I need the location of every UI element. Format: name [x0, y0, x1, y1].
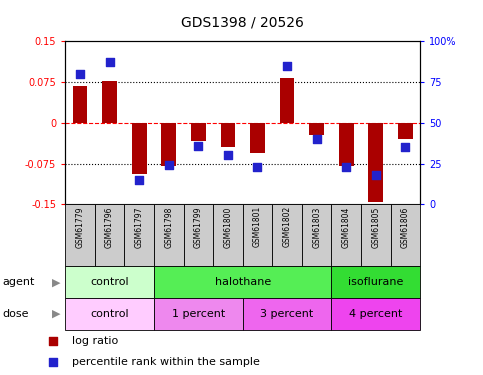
Point: [401, 144, 409, 150]
Text: dose: dose: [2, 309, 29, 319]
Bar: [331, 204, 361, 266]
Bar: [72, 86, 87, 123]
Text: GSM61798: GSM61798: [164, 206, 173, 248]
Bar: [339, 123, 354, 166]
Bar: [272, 204, 302, 266]
Bar: [161, 123, 176, 166]
Point: [297, 54, 305, 60]
Text: GSM61802: GSM61802: [283, 206, 292, 248]
Text: GDS1398 / 20526: GDS1398 / 20526: [181, 16, 304, 30]
Bar: [154, 298, 243, 330]
Text: GSM61806: GSM61806: [401, 206, 410, 248]
Point: [372, 172, 380, 178]
Point: [297, 251, 305, 257]
Text: ▶: ▶: [52, 277, 61, 287]
Bar: [213, 204, 242, 266]
Bar: [242, 298, 331, 330]
Text: GSM61805: GSM61805: [371, 206, 380, 248]
Bar: [331, 298, 420, 330]
Bar: [132, 123, 146, 174]
Point: [135, 177, 143, 183]
Bar: [361, 204, 391, 266]
Bar: [154, 266, 331, 298]
Text: GSM61779: GSM61779: [75, 206, 85, 248]
Point: [313, 136, 321, 142]
Bar: [398, 123, 413, 139]
Bar: [95, 204, 125, 266]
Bar: [191, 123, 206, 141]
Point: [224, 152, 232, 158]
Text: 1 percent: 1 percent: [172, 309, 225, 319]
Bar: [65, 298, 154, 330]
Point: [165, 162, 172, 168]
Text: halothane: halothane: [214, 277, 271, 287]
Text: ▶: ▶: [52, 309, 61, 319]
Bar: [369, 123, 383, 202]
Point: [76, 71, 84, 77]
Text: GSM61803: GSM61803: [312, 206, 321, 248]
Bar: [309, 123, 324, 135]
Text: GSM61801: GSM61801: [253, 206, 262, 248]
Point: [283, 63, 291, 69]
Point: [106, 60, 114, 66]
Point: [254, 164, 261, 170]
Text: GSM61804: GSM61804: [342, 206, 351, 248]
Bar: [65, 266, 154, 298]
Bar: [65, 204, 95, 266]
Bar: [391, 204, 420, 266]
Point: [342, 164, 350, 170]
Bar: [102, 81, 117, 123]
Bar: [125, 204, 154, 266]
Bar: [302, 204, 331, 266]
Point: [195, 142, 202, 148]
Text: agent: agent: [2, 277, 35, 287]
Bar: [331, 266, 420, 298]
Bar: [221, 123, 235, 147]
Text: isoflurane: isoflurane: [348, 277, 403, 287]
Text: 3 percent: 3 percent: [260, 309, 313, 319]
Text: GSM61800: GSM61800: [224, 206, 232, 248]
Bar: [242, 204, 272, 266]
Bar: [154, 204, 184, 266]
Text: control: control: [90, 277, 129, 287]
Text: percentile rank within the sample: percentile rank within the sample: [72, 357, 260, 368]
Bar: [280, 78, 295, 123]
Text: control: control: [90, 309, 129, 319]
Text: GSM61799: GSM61799: [194, 206, 203, 248]
Text: 4 percent: 4 percent: [349, 309, 402, 319]
Text: log ratio: log ratio: [72, 336, 118, 346]
Text: GSM61796: GSM61796: [105, 206, 114, 248]
Bar: [250, 123, 265, 153]
Bar: [184, 204, 213, 266]
Text: GSM61797: GSM61797: [135, 206, 143, 248]
